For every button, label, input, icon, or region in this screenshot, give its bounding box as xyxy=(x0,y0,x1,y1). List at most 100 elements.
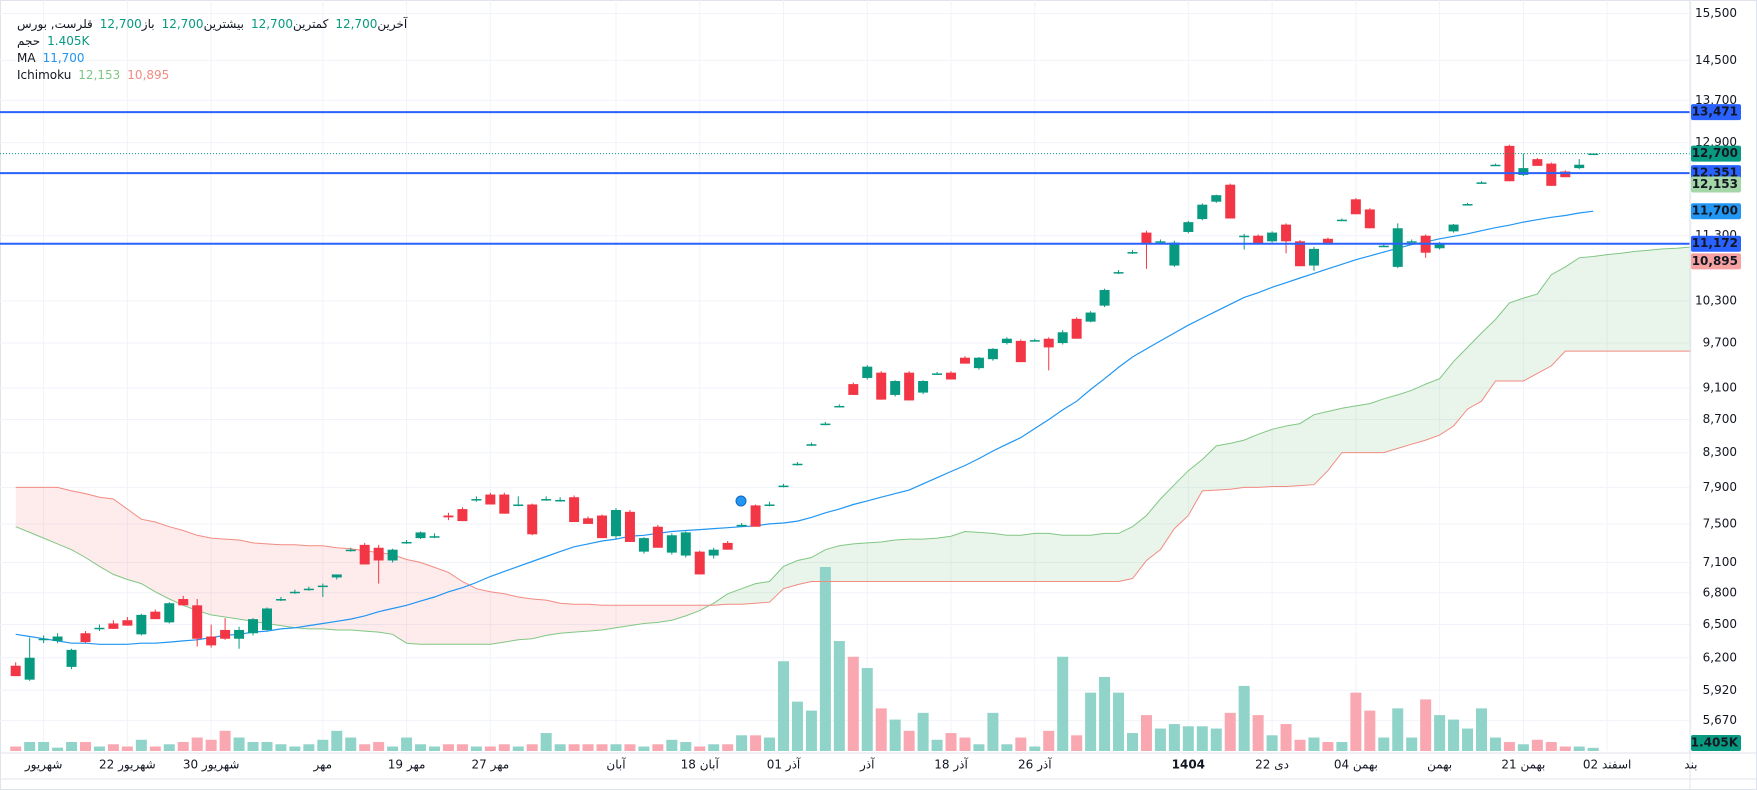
candle-body xyxy=(736,524,747,527)
y-tick-label: 5,670 xyxy=(1703,713,1737,727)
volume-bar xyxy=(191,737,203,751)
cloud-fill xyxy=(1090,533,1105,582)
ichimoku-value: 10,895 xyxy=(127,68,170,82)
x-tick-label: آبان xyxy=(606,757,626,772)
candle-body xyxy=(610,509,621,537)
volume-bar xyxy=(24,742,36,751)
candle-body xyxy=(1532,159,1543,166)
field-label: کمترین xyxy=(292,17,329,31)
volume-bar xyxy=(52,747,64,751)
volume-bar xyxy=(1587,747,1599,751)
volume-bar xyxy=(945,733,957,751)
volume-bar xyxy=(1043,730,1055,751)
y-tick-label: 6,200 xyxy=(1703,650,1737,664)
volume-bar xyxy=(1210,728,1222,751)
indicator-lines xyxy=(15,210,1691,645)
cloud-fill xyxy=(853,542,868,582)
volume-bar xyxy=(1462,728,1474,751)
volume-bar xyxy=(442,744,454,751)
cloud-fill xyxy=(1565,257,1580,352)
field-value: 12,700 xyxy=(99,17,142,31)
candle-body xyxy=(1462,204,1473,206)
volume-bar xyxy=(666,739,678,751)
price-tag xyxy=(1691,145,1741,162)
volume-bar xyxy=(819,567,831,751)
candle-body xyxy=(1183,222,1194,232)
cloud-fill xyxy=(783,560,798,589)
volume-bar xyxy=(861,667,873,751)
x-tick-label: 22 شهریور xyxy=(99,758,156,773)
volume-bar xyxy=(596,744,608,751)
ma-value: 11,700 xyxy=(42,51,85,65)
cloud-fill xyxy=(1453,347,1468,427)
candle-body xyxy=(652,526,663,548)
cloud-fill xyxy=(43,487,58,544)
volume-bar xyxy=(610,744,622,751)
cloud-fill xyxy=(1621,251,1636,352)
candle-body xyxy=(1281,224,1292,242)
volume-bar xyxy=(1196,726,1208,751)
x-tick-label: 27 مهر xyxy=(471,758,509,773)
cloud-fill xyxy=(1230,440,1245,490)
cloud-fill xyxy=(769,566,784,603)
volume-bar xyxy=(708,744,720,751)
candle-body xyxy=(457,509,468,522)
candle-body xyxy=(792,463,803,466)
cloud-fill xyxy=(1355,403,1370,453)
field-value: 12,700 xyxy=(335,17,378,31)
cloud-fill xyxy=(476,588,491,645)
cloud-fill xyxy=(1467,332,1482,410)
candle-body xyxy=(1267,232,1278,242)
x-tick-label: 22 دی xyxy=(1255,758,1289,772)
volume-bar xyxy=(540,733,552,751)
y-tick-label: 7,900 xyxy=(1703,480,1737,494)
cloud-fill xyxy=(560,603,575,634)
volume-bar xyxy=(959,737,971,751)
price-tag-label: 12,700 xyxy=(1692,146,1738,160)
price-tag xyxy=(1691,176,1741,193)
cloud-fill xyxy=(448,572,463,645)
cloud-fill xyxy=(239,540,254,622)
cloud-fill xyxy=(1034,533,1049,582)
volume-legend: حجم 1.405K xyxy=(17,33,407,50)
volume-bar xyxy=(1434,715,1446,751)
candle-body xyxy=(261,608,272,630)
volume-bar xyxy=(1559,746,1571,751)
symbol: قلرست, بورس xyxy=(17,17,93,31)
cloud-fill xyxy=(1076,535,1091,582)
volume-bar xyxy=(1476,708,1487,751)
candle-body xyxy=(289,591,300,594)
candle-body xyxy=(764,504,775,506)
x-tick-label: 18 آذر xyxy=(934,757,968,773)
candle-body xyxy=(806,444,817,446)
candle-body xyxy=(1197,204,1208,220)
candle-body xyxy=(164,603,175,623)
candle-body xyxy=(597,515,608,539)
volume-bar xyxy=(415,744,427,751)
candles xyxy=(10,144,1599,681)
y-tick-label: 9,700 xyxy=(1703,336,1737,350)
cloud-fill xyxy=(280,544,295,628)
volume-bar xyxy=(1071,735,1083,751)
event-marker[interactable] xyxy=(735,495,747,507)
cloud-fill xyxy=(546,600,561,636)
cloud-fill xyxy=(643,605,658,624)
ohlc-field: 12,700 باز xyxy=(100,16,155,33)
candle-body xyxy=(136,614,147,635)
cloud-fill xyxy=(685,605,700,616)
ichimoku-cloud xyxy=(15,246,1691,645)
ohlc-field: 12,700 بیشترین xyxy=(162,16,244,33)
candle-body xyxy=(680,532,691,556)
axes: 15,50014,50013,70012,90011,30010,3009,70… xyxy=(24,6,1737,773)
candle-body xyxy=(192,605,203,639)
candle-body xyxy=(1378,245,1389,248)
cloud-fill xyxy=(1439,361,1454,436)
volume-bar xyxy=(973,744,985,751)
ma-line xyxy=(15,210,1594,645)
candle-body xyxy=(1574,164,1585,169)
candle-body xyxy=(1295,241,1306,267)
volume-bar xyxy=(917,712,929,751)
volume-bar xyxy=(470,746,482,751)
cloud-fill xyxy=(615,605,630,628)
candle-body xyxy=(890,381,901,395)
